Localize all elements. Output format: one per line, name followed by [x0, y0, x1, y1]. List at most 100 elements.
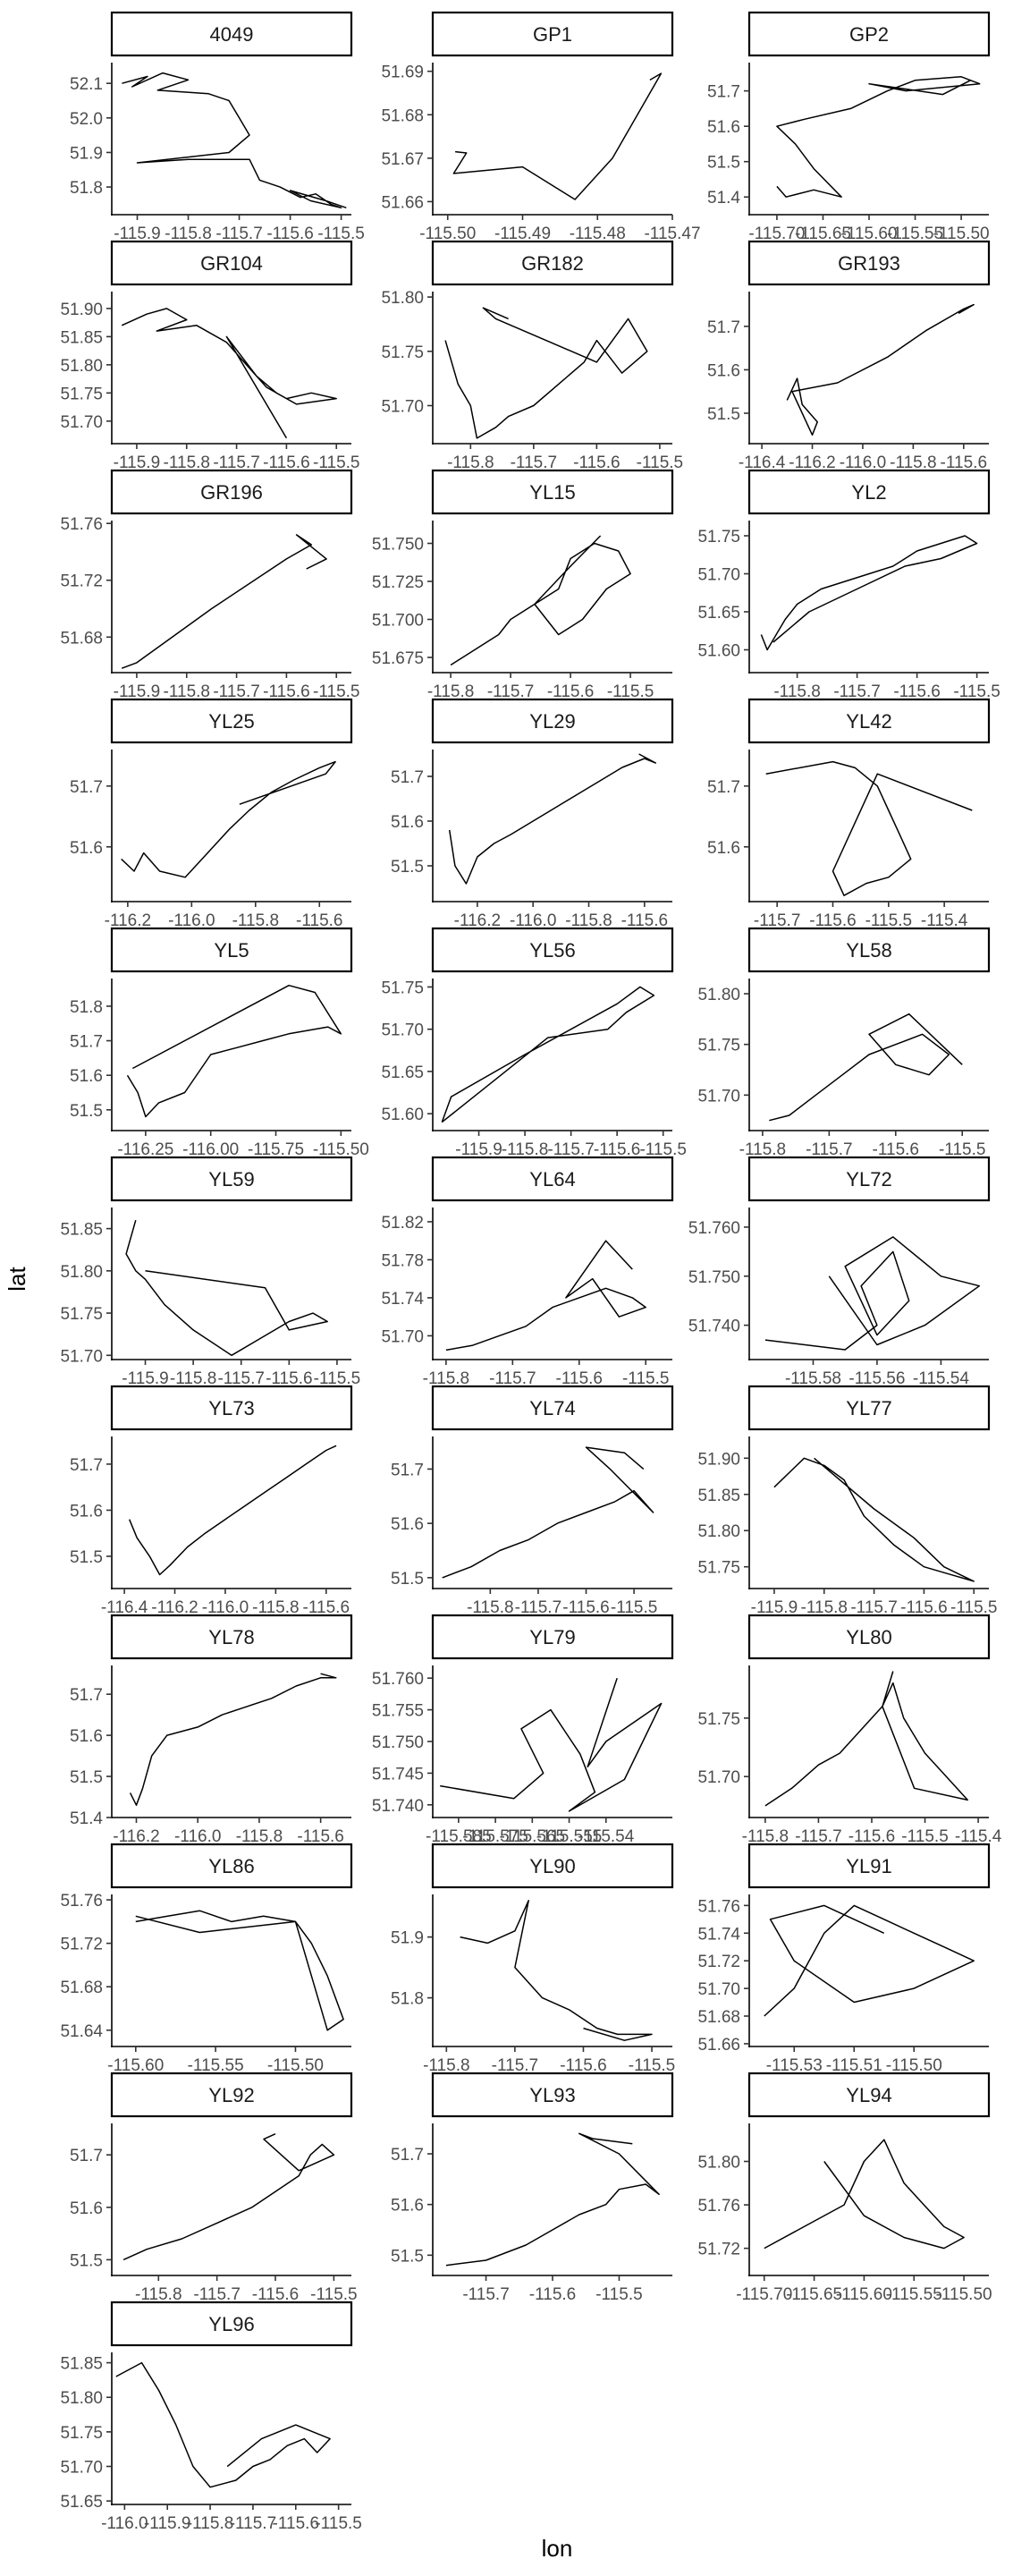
panel-title: GR193: [838, 252, 900, 275]
x-tick-label: -115.8: [165, 225, 211, 243]
y-tick-label: 51.7: [707, 318, 740, 337]
x-tick-label: -116.0: [174, 1827, 221, 1846]
y-tick-label: 51.68: [381, 106, 424, 125]
panel-title: YL74: [529, 1397, 575, 1419]
x-tick-label: -115.6: [900, 1598, 947, 1617]
track-line-gr196: [121, 534, 327, 669]
panel-yl25: YL25 -116.2 -116.0 -115.8 -115.6 51.6 51.7: [70, 698, 353, 930]
x-tick-label: -115.6: [873, 1140, 919, 1159]
y-tick-label: 51.70: [60, 413, 103, 432]
x-tick-label: -115.60: [107, 2056, 164, 2075]
x-tick-label: -115.8: [801, 1598, 848, 1617]
y-tick-label: 51.75: [697, 1559, 740, 1578]
x-tick-label: -115.6: [529, 2285, 576, 2304]
x-tick-label: -115.6: [263, 682, 309, 701]
x-tick-label: -115.4: [955, 1827, 1002, 1846]
x-tick-label: -115.55: [887, 225, 943, 243]
facet-panels: 4049-115.9 -115.8 -115.7 -115.6 -115.551.851…: [60, 11, 1002, 2533]
y-tick-label: 51.65: [697, 604, 740, 623]
x-tick-label: -115.50: [936, 2285, 992, 2304]
y-tick-label: 51.76: [60, 515, 103, 534]
panel-title: YL25: [208, 710, 254, 733]
x-tick-label: -115.5: [939, 1140, 985, 1159]
panel-strip: [747, 927, 991, 973]
track-line-gp2: [776, 76, 981, 198]
x-tick-label: -115.7: [511, 453, 557, 472]
y-tick-label: 51.80: [60, 357, 103, 376]
y-tick-label: 51.9: [391, 1929, 424, 1948]
x-tick-label: -115.7: [547, 1140, 594, 1159]
x-tick-label: -115.8: [467, 1598, 513, 1617]
x-tick-label: -115.50: [886, 2056, 942, 2075]
x-tick-label: -115.8: [236, 1827, 283, 1846]
y-tick-label: 51.7: [707, 83, 740, 102]
y-tick-label: 51.70: [381, 1327, 424, 1346]
y-tick-label: 51.67: [381, 150, 424, 169]
y-tick-label: 51.5: [391, 2247, 424, 2266]
x-tick-label: -115.9: [751, 1598, 798, 1617]
y-tick-label: 51.65: [381, 1063, 424, 1082]
panel-title: YL59: [208, 1168, 254, 1191]
x-tick-label: -115.9: [114, 225, 160, 243]
y-tick-label: 51.6: [70, 1727, 103, 1746]
panel-strip: [747, 1614, 991, 1660]
y-tick-label: 51.75: [697, 1710, 740, 1729]
panel-title: GR104: [200, 252, 263, 275]
track-line-yl96: [115, 2361, 331, 2488]
x-tick-label: -115.9: [144, 2514, 190, 2533]
y-tick-label: 51.9: [70, 144, 103, 163]
track-line-yl94: [764, 2139, 965, 2250]
x-tick-label: -115.8: [164, 453, 210, 472]
panel-yl73: YL73 -116.4 -116.2 -116.0 -115.8 -115.6 51.5 51…: [70, 1385, 353, 1617]
y-tick-label: 51.80: [60, 2389, 103, 2408]
panel-strip: [431, 1843, 674, 1889]
y-tick-label: 52.1: [70, 75, 103, 94]
x-tick-label: -115.7: [487, 682, 534, 701]
panel-title: YL80: [846, 1626, 891, 1648]
y-tick-label: 51.7: [707, 778, 740, 797]
x-tick-label: -115.65: [795, 225, 851, 243]
track-line-yl59: [125, 1219, 328, 1357]
x-tick-label: -115.5: [310, 2285, 357, 2304]
x-tick-label: -116.0: [840, 453, 886, 472]
y-tick-label: 51.66: [697, 2036, 740, 2055]
x-tick-label: -115.9: [114, 453, 160, 472]
panel-strip: [110, 2301, 353, 2347]
panel-title: YL15: [529, 481, 575, 504]
x-tick-label: -115.5: [953, 682, 1000, 701]
y-tick-label: 51.6: [391, 1515, 424, 1534]
y-tick-label: 51.700: [372, 612, 424, 631]
y-tick-label: 51.7: [70, 1456, 103, 1475]
y-tick-label: 51.70: [697, 1768, 740, 1787]
y-tick-label: 51.6: [70, 2199, 103, 2218]
panel-strip: [431, 240, 674, 286]
y-tick-label: 51.7: [391, 1461, 424, 1479]
x-tick-label: -115.7: [193, 2285, 240, 2304]
x-tick-label: -115.7: [215, 225, 262, 243]
y-tick-label: 51.76: [697, 1897, 740, 1916]
track-line-yl58: [769, 1013, 963, 1122]
y-tick-label: 51.8: [70, 179, 103, 198]
y-tick-label: 51.5: [391, 858, 424, 877]
y-tick-label: 51.85: [60, 1221, 103, 1240]
panel-yl59: YL59 -115.9 -115.8 -115.7 -115.6 -115.5 51.70 5…: [60, 1156, 360, 1388]
x-tick-label: -115.60: [836, 2285, 892, 2304]
x-tick-label: -115.54: [578, 1827, 634, 1846]
y-tick-label: 51.75: [697, 528, 740, 547]
y-tick-label: 51.6: [707, 361, 740, 380]
y-tick-label: 51.745: [372, 1765, 424, 1784]
y-tick-label: 51.75: [697, 1037, 740, 1055]
x-tick-label: -115.60: [840, 225, 897, 243]
y-tick-label: 51.750: [372, 1733, 424, 1752]
panel-title: YL96: [208, 2313, 254, 2335]
x-tick-label: -115.7: [489, 1369, 536, 1388]
panel-title: YL5: [214, 939, 249, 962]
x-tick-label: -115.6: [893, 682, 940, 701]
x-tick-label: -115.6: [556, 1369, 603, 1388]
x-tick-label: -115.6: [809, 911, 856, 930]
track-line-yl74: [442, 1446, 654, 1579]
panel-yl64: YL64 -115.8 -115.7 -115.6 -115.5 51.70 51.74 51…: [381, 1156, 674, 1388]
panel-title: GR196: [200, 481, 263, 504]
x-tick-label: -115.6: [560, 2056, 606, 2075]
y-tick-label: 51.76: [697, 2197, 740, 2216]
